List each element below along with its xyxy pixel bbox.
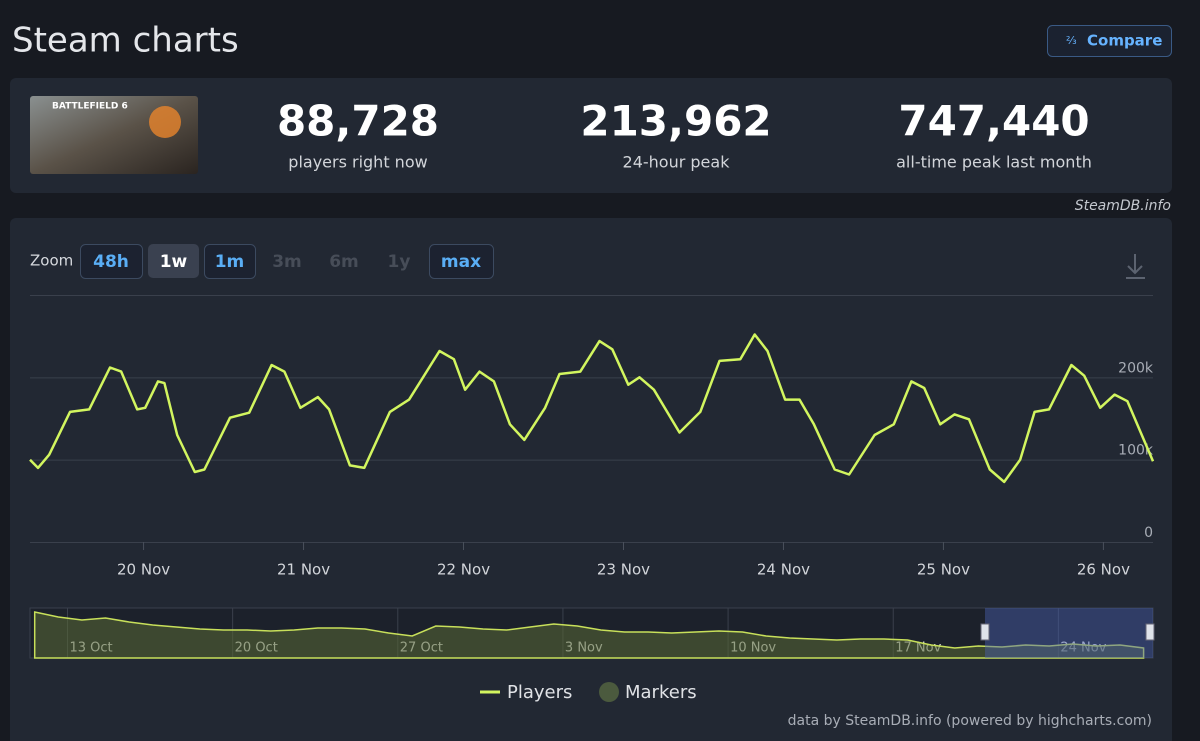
image-fire [149,106,181,138]
zoom-button-label: 1y [388,252,411,272]
x-tick-label: 20 Nov [117,561,170,579]
x-tick-label: 25 Nov [917,561,970,579]
y-tick-label: 100k [1118,443,1154,459]
zoom-button-label[interactable]: 1m [215,252,245,272]
navigator-area [33,611,1145,659]
credits: data by SteamDB.info (powered by highcha… [788,713,1152,729]
plot: 0 100k 200k 20 Nov 21 Nov 22 Nov 23 Nov 24 Nov 2… [29,333,1155,579]
x-tick-label: 22 Nov [437,561,490,579]
zoom-button-label[interactable]: 1w [160,252,188,272]
download-arrow-head [1127,265,1143,275]
zoom-button[interactable] [429,244,494,279]
x-tick-label: 24 Nov [757,561,810,579]
zoom-button-label[interactable]: max [441,252,481,272]
stat-label: players right now [288,153,427,172]
stats: 88,728 players right now 213,962 24-hour pe… [277,97,1092,172]
source: SteamDB.info [1075,198,1171,214]
zoom-button[interactable] [80,244,143,279]
page-title: Steam charts [12,21,239,61]
x-tick-label: 23 Nov [597,561,650,579]
stat-value: 213,962 [580,97,771,146]
navigator-handle[interactable] [1145,623,1155,641]
players-line [29,333,1155,484]
legend: Players Markers [480,682,697,703]
navigator-handle[interactable] [980,623,990,641]
zoom-button[interactable] [204,244,256,279]
stat-label: 24-hour peak [623,153,731,172]
legend-label[interactable]: Players [507,682,572,703]
zoom-buttons: 48h 1w 1m 3m 6m 1y max [80,244,494,279]
compare-button[interactable] [1047,25,1172,57]
game-banner: BATTLEFIELD 6 [52,102,128,112]
zoom-button-label: 6m [329,252,359,272]
zoom-label: Zoom [30,252,73,270]
stat-value: 88,728 [277,97,439,146]
zoom-button-label: 3m [272,252,302,272]
navigator-selection[interactable] [985,608,1153,658]
stats-card [10,78,1172,193]
x-tick-label: 26 Nov [1077,561,1130,579]
x-tick-label: 21 Nov [277,561,330,579]
legend-marker [599,682,619,702]
y-tick-label: 0 [1144,525,1153,541]
download-icon[interactable] [1126,254,1145,279]
legend-label[interactable]: Markers [625,682,697,703]
compare-icon: ⅔ [1066,34,1077,47]
compare-label[interactable]: Compare [1087,32,1162,50]
y-tick-label: 200k [1118,360,1154,376]
zoom-button-label[interactable]: 48h [93,252,129,272]
zoom-button[interactable] [148,244,199,278]
stat-label: all-time peak last month [896,153,1092,172]
stat-value: 747,440 [898,97,1089,146]
chart-card [10,218,1172,741]
